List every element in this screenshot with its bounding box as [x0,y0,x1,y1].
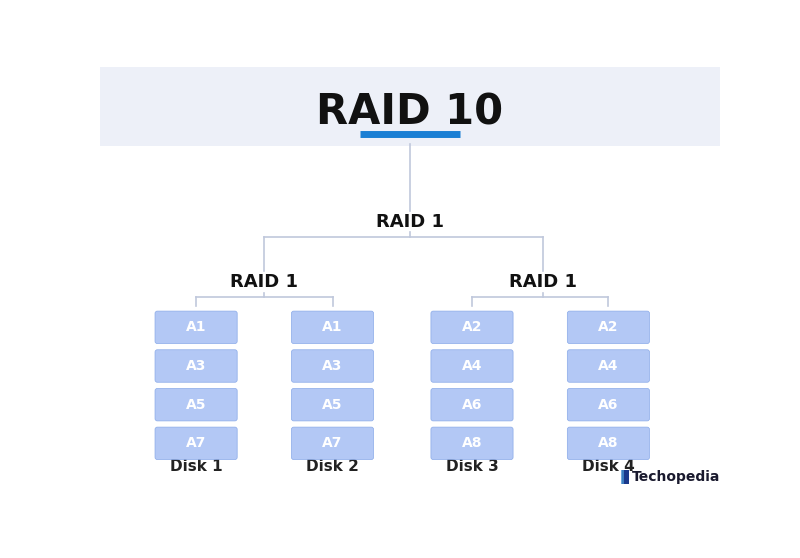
Text: Disk 4: Disk 4 [582,459,634,474]
FancyBboxPatch shape [431,427,513,460]
FancyBboxPatch shape [567,388,650,421]
FancyBboxPatch shape [567,311,650,344]
Polygon shape [621,470,626,484]
Text: A7: A7 [186,436,206,450]
FancyBboxPatch shape [431,311,513,344]
FancyBboxPatch shape [155,350,237,382]
Text: RAID 10: RAID 10 [317,91,503,133]
Text: Disk 2: Disk 2 [306,459,359,474]
Text: Techopedia: Techopedia [632,470,720,484]
Text: A3: A3 [322,359,342,373]
FancyBboxPatch shape [155,388,237,421]
FancyBboxPatch shape [431,350,513,382]
Text: A1: A1 [186,320,206,334]
Polygon shape [622,470,628,484]
Bar [100,146,720,497]
Text: A6: A6 [598,398,618,412]
Text: Disk 1: Disk 1 [170,459,222,474]
FancyBboxPatch shape [291,350,374,382]
Text: A8: A8 [598,436,618,450]
Text: RAID 1: RAID 1 [230,273,298,291]
FancyBboxPatch shape [431,388,513,421]
Text: RAID 1: RAID 1 [376,213,444,230]
Text: Disk 3: Disk 3 [446,459,498,474]
Text: A6: A6 [462,398,482,412]
Polygon shape [624,470,630,484]
FancyBboxPatch shape [291,311,374,344]
Text: A4: A4 [462,359,482,373]
FancyBboxPatch shape [291,388,374,421]
Text: A5: A5 [322,398,342,412]
FancyBboxPatch shape [567,427,650,460]
Text: A5: A5 [186,398,206,412]
FancyBboxPatch shape [567,350,650,382]
Bar [100,67,720,146]
FancyBboxPatch shape [291,427,374,460]
Text: A7: A7 [322,436,342,450]
Text: A2: A2 [462,320,482,334]
Text: A1: A1 [322,320,342,334]
FancyBboxPatch shape [155,311,237,344]
Text: A8: A8 [462,436,482,450]
Text: A4: A4 [598,359,618,373]
Text: RAID 1: RAID 1 [510,273,578,291]
Text: A3: A3 [186,359,206,373]
FancyBboxPatch shape [155,427,237,460]
Text: A2: A2 [598,320,618,334]
